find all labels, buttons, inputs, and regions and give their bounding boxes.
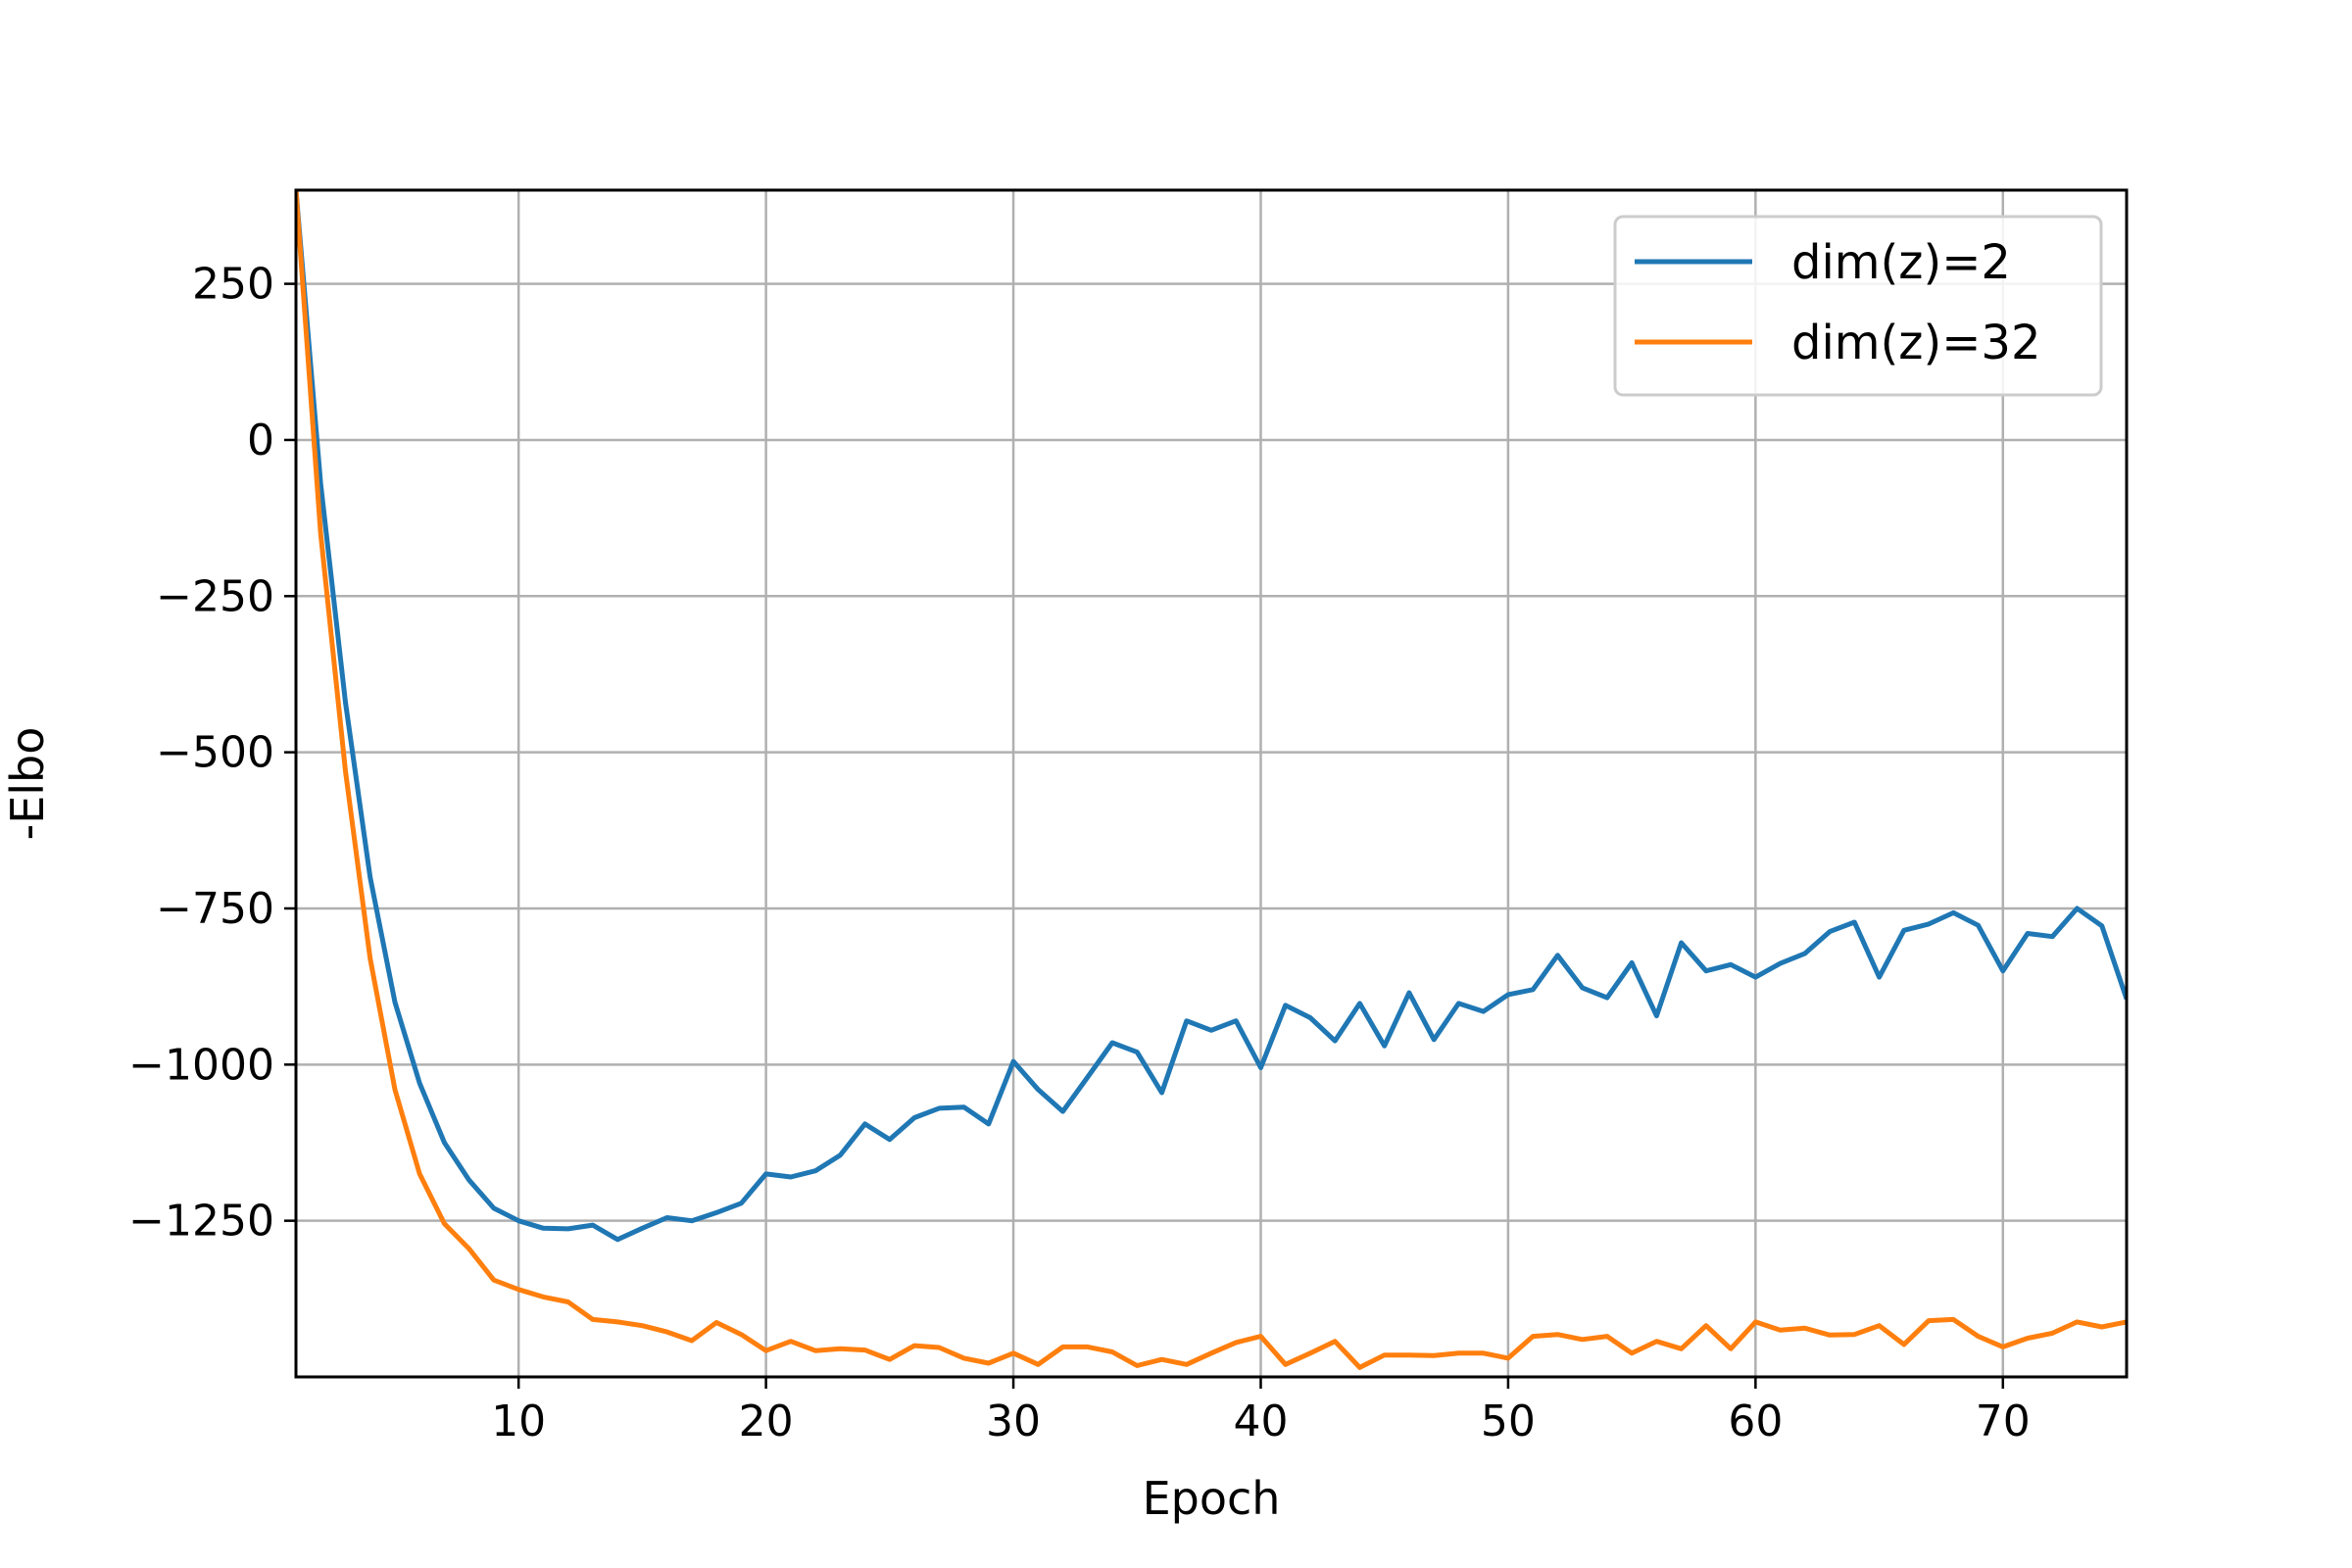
x-tick-label: 50: [1481, 1396, 1536, 1446]
legend: dim(z)=2 dim(z)=32: [1613, 215, 2103, 397]
legend-label-1: dim(z)=2: [1791, 235, 2011, 290]
y-tick-label: −1000: [128, 1040, 274, 1090]
y-tick-label: −750: [156, 884, 274, 934]
x-axis-label: Epoch: [1143, 1472, 1281, 1525]
y-axis-label: -Elbo: [1, 727, 54, 841]
y-tick-label: 250: [192, 260, 274, 310]
x-tick-label: 40: [1233, 1396, 1288, 1446]
y-tick-label: −1250: [128, 1197, 274, 1247]
axis-ticks: 10 20 30 40 50 60 70 250 0 −250 −500 −750 −1000 −1250: [128, 260, 2031, 1446]
x-tick-label: 70: [1976, 1396, 2031, 1446]
plot-frame: [294, 188, 2129, 1379]
y-tick-label: −250: [156, 571, 274, 621]
grid: [296, 190, 2127, 1377]
series-lines: [296, 190, 2127, 1370]
series-line-1: [296, 190, 2127, 1243]
y-tick-label: 0: [247, 416, 274, 466]
x-tick-label: 10: [491, 1396, 546, 1446]
series-line-2: [296, 190, 2127, 1370]
x-tick-label: 60: [1728, 1396, 1783, 1446]
y-tick-label: −500: [156, 728, 274, 778]
legend-label-2: dim(z)=32: [1791, 316, 2041, 370]
x-tick-label: 20: [739, 1396, 794, 1446]
x-tick-label: 30: [986, 1396, 1041, 1446]
